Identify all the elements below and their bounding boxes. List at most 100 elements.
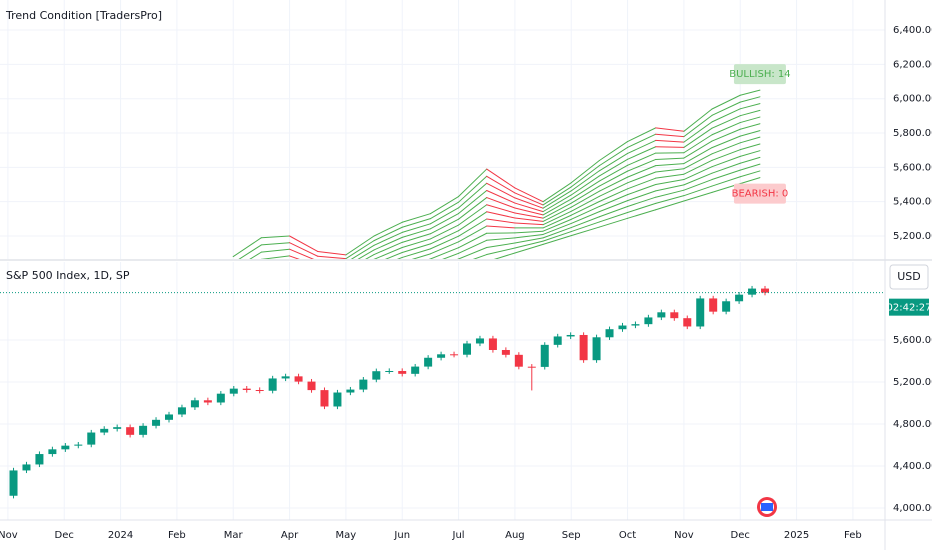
ribbon-line bbox=[598, 170, 629, 187]
candle-body bbox=[605, 329, 614, 338]
ribbon-line bbox=[260, 235, 291, 239]
ribbon-line bbox=[542, 186, 572, 206]
ribbon-line bbox=[373, 241, 403, 256]
ribbon-line bbox=[683, 153, 713, 170]
ribbon-line bbox=[458, 232, 488, 249]
ribbon-line bbox=[655, 127, 685, 132]
ribbon-line bbox=[711, 162, 741, 174]
ribbon-line bbox=[429, 235, 460, 250]
ribbon-line bbox=[429, 201, 460, 220]
ribbon-line bbox=[486, 242, 516, 248]
ribbon-line bbox=[683, 114, 713, 138]
ribbon-line bbox=[739, 143, 761, 151]
ribbon-line bbox=[373, 221, 403, 237]
price-pane bbox=[0, 285, 885, 499]
ribbon-line bbox=[739, 96, 761, 103]
y-tick-label: 6,000.00 bbox=[893, 94, 932, 105]
events-icon[interactable] bbox=[757, 497, 777, 517]
ribbon-line bbox=[542, 235, 572, 245]
ribbon-line bbox=[655, 173, 685, 179]
x-tick-label: Nov bbox=[0, 530, 18, 541]
ribbon-line bbox=[514, 192, 544, 206]
candle-body bbox=[385, 370, 394, 372]
ribbon-line bbox=[472, 254, 488, 259]
ribbon-line bbox=[683, 166, 713, 181]
candle-body bbox=[307, 381, 316, 391]
ribbon-line bbox=[401, 248, 431, 258]
x-tick-label: Nov bbox=[674, 530, 694, 541]
ribbon-line bbox=[598, 176, 629, 192]
ribbon-line bbox=[739, 156, 761, 164]
candle-body bbox=[450, 354, 459, 356]
ribbon-line bbox=[739, 170, 761, 178]
candle-body bbox=[761, 288, 770, 293]
ribbon-line bbox=[486, 197, 516, 209]
currency-label[interactable]: USD bbox=[897, 270, 921, 283]
ribbon-line bbox=[260, 242, 291, 246]
ribbon-line bbox=[683, 172, 713, 186]
ribbon-line bbox=[373, 247, 403, 259]
ribbon-line bbox=[627, 165, 657, 178]
currency-button[interactable] bbox=[889, 264, 929, 290]
ribbon-line bbox=[373, 226, 403, 242]
ribbon-line bbox=[711, 176, 741, 187]
ribbon-line bbox=[458, 190, 488, 215]
ribbon-line bbox=[458, 182, 488, 209]
ribbon-line bbox=[458, 211, 488, 232]
ribbon-line bbox=[655, 189, 685, 198]
ribbon-line bbox=[458, 204, 488, 226]
ribbon-line bbox=[683, 134, 713, 154]
indicator-pane bbox=[232, 89, 761, 259]
ribbon-line bbox=[570, 180, 600, 200]
annotation-label: BEARISH: 0 bbox=[732, 189, 789, 200]
ribbon-line bbox=[627, 177, 657, 190]
ribbon-line bbox=[365, 254, 375, 259]
ribbon-line bbox=[514, 222, 544, 226]
ribbon-line bbox=[542, 231, 572, 242]
ribbon-line bbox=[458, 168, 488, 198]
ribbon-line bbox=[486, 211, 516, 219]
candle-body bbox=[463, 343, 472, 355]
ribbon-line bbox=[570, 195, 600, 212]
ribbon-line bbox=[458, 247, 488, 259]
ribbon-line bbox=[711, 169, 741, 181]
ribbon-line bbox=[570, 165, 600, 188]
ribbon-line bbox=[598, 205, 629, 218]
ribbon-line bbox=[458, 197, 488, 220]
annotation-box bbox=[733, 183, 786, 204]
grid bbox=[0, 0, 885, 259]
ribbon-line bbox=[317, 250, 347, 256]
candle-body bbox=[437, 354, 446, 358]
ribbon-line bbox=[711, 128, 741, 142]
ribbon-line bbox=[739, 89, 761, 96]
ribbon-line bbox=[570, 185, 600, 204]
y-tick-label: 4,400.00 bbox=[893, 461, 932, 472]
candle-body bbox=[372, 371, 381, 380]
ribbon-line bbox=[711, 149, 741, 161]
ribbon-line bbox=[289, 242, 319, 257]
ribbon-line bbox=[627, 171, 657, 184]
candle-body bbox=[540, 344, 549, 367]
ribbon-line bbox=[598, 200, 629, 213]
candle-body bbox=[722, 301, 731, 312]
ribbon-line bbox=[345, 240, 375, 259]
symbol-title: S&P 500 Index, 1D, SP bbox=[6, 269, 130, 282]
ribbon-line bbox=[486, 190, 516, 204]
ribbon-line bbox=[683, 140, 713, 159]
ribbon-line bbox=[570, 201, 600, 216]
candle-body bbox=[242, 388, 251, 391]
y-tick-label: 6,200.00 bbox=[893, 59, 932, 70]
ribbon-line bbox=[493, 252, 516, 259]
candle-body bbox=[709, 298, 718, 312]
ribbon-line bbox=[598, 217, 629, 228]
ribbon-line bbox=[429, 241, 460, 255]
ribbon-line bbox=[570, 190, 600, 208]
ribbon-line bbox=[683, 147, 713, 165]
candle-body bbox=[398, 370, 407, 374]
ribbon-line bbox=[655, 179, 685, 186]
ribbon-line bbox=[261, 255, 291, 259]
ribbon-line bbox=[373, 231, 403, 246]
x-tick-label: 2025 bbox=[784, 530, 809, 541]
ribbon-line bbox=[655, 146, 685, 148]
ribbon-line bbox=[429, 230, 460, 245]
